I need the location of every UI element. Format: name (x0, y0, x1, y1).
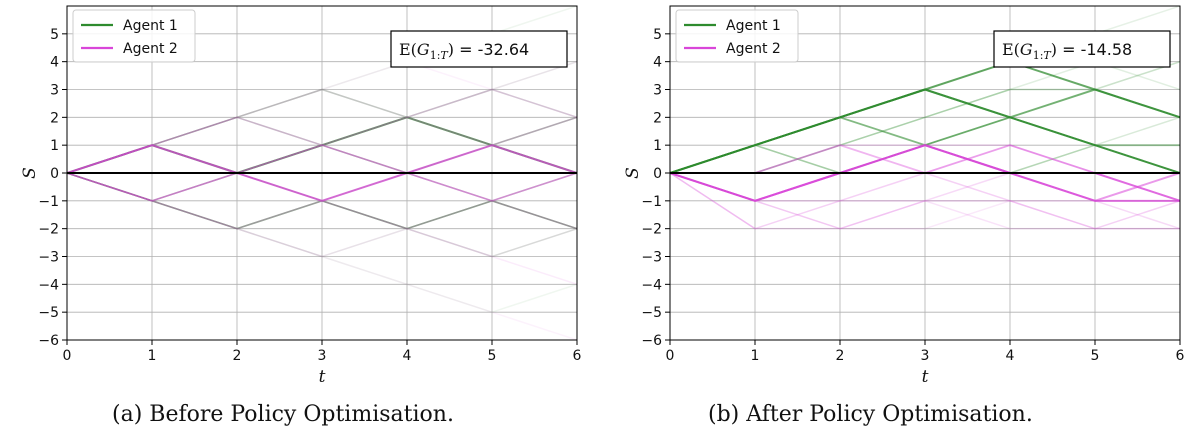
x-tick-label: 1 (148, 348, 157, 364)
expected-return-label: E(G1:T) = -14.58 (1002, 40, 1132, 62)
series-2-line (670, 172, 1180, 230)
series-2-line (670, 172, 1180, 230)
x-tick-label: 2 (836, 348, 845, 364)
x-tick-label: 6 (1176, 348, 1185, 364)
series-2-line (67, 60, 577, 202)
series-2-line (67, 172, 577, 286)
x-axis-label: t (319, 367, 326, 387)
y-tick-label: 4 (653, 55, 662, 71)
x-tick-label: 0 (63, 348, 72, 364)
legend-label-1: Agent 1 (726, 18, 781, 34)
series-2-line (67, 172, 577, 340)
series-1-line (670, 60, 1180, 174)
series-2-line (67, 172, 577, 230)
x-tick-label: 5 (488, 348, 497, 364)
y-tick-label: −5 (38, 305, 59, 321)
series-1-line (67, 144, 577, 202)
legend-label-1: Agent 1 (123, 18, 178, 34)
x-tick-label: 5 (1091, 348, 1100, 364)
y-tick-label: 5 (50, 27, 59, 43)
series-2-line (67, 116, 577, 174)
legend-label-2: Agent 2 (123, 41, 178, 57)
y-tick-label: 3 (50, 83, 59, 99)
y-tick-label: −3 (38, 250, 59, 266)
chart-panel-a: 0 1 2 3 4 5 6 −6 −5 −4 −3 −2 −1 0 1 2 3 4 5 t S Agent 1 Agent … (20, 5, 582, 387)
series-2-line (67, 88, 577, 174)
y-tick-label: −1 (38, 194, 59, 210)
x-tick-label: 4 (403, 348, 412, 364)
y-tick-label: −2 (38, 222, 59, 238)
series-2-line (670, 144, 1180, 202)
expected-return-box (390, 30, 568, 68)
legend-label-2: Agent 2 (726, 41, 781, 57)
series-2-line (67, 172, 577, 230)
series-2-line (67, 144, 577, 202)
y-tick-label: −6 (38, 333, 59, 349)
series-2-line (67, 60, 577, 174)
series-2-line (67, 144, 577, 258)
x-tick-label: 4 (1006, 348, 1015, 364)
series-2-line (67, 116, 577, 174)
y-tick-label: 2 (653, 110, 662, 126)
y-tick-label: −4 (38, 277, 59, 293)
y-tick-label: −6 (641, 333, 662, 349)
series-1-line (67, 60, 577, 202)
caption-b: (b) After Policy Optimisation. (708, 402, 1033, 427)
expected-return-label: E(G1:T) = -32.64 (399, 40, 529, 62)
y-tick-label: 5 (653, 27, 662, 43)
series-1-line (670, 88, 1180, 174)
x-tick-label: 2 (233, 348, 242, 364)
x-tick-label: 0 (666, 348, 675, 364)
series-group (67, 6, 577, 340)
series-2-line (670, 172, 1180, 202)
y-tick-label: −2 (641, 222, 662, 238)
series-2-line (67, 172, 577, 230)
x-tick-label: 3 (921, 348, 930, 364)
x-tick-label: 3 (318, 348, 327, 364)
y-tick-label: −1 (641, 194, 662, 210)
y-tick-label: 1 (50, 138, 59, 154)
y-tick-label: 0 (653, 166, 662, 182)
series-2-line (67, 88, 577, 174)
figure-canvas: 0 1 2 3 4 5 6 −6 −5 −4 −3 −2 −1 0 1 2 3 4 5 t S Agent 1 Agent … (20, 5, 1185, 387)
caption-a: (a) Before Policy Optimisation. (112, 402, 454, 427)
y-axis-label: S (623, 167, 643, 179)
y-tick-label: −5 (641, 305, 662, 321)
series-2-line (670, 172, 1180, 230)
series-1-line (67, 172, 577, 258)
y-tick-label: 3 (653, 83, 662, 99)
expected-return-box (993, 30, 1171, 68)
y-tick-label: 0 (50, 166, 59, 182)
series-1-line (67, 172, 577, 313)
chart-panel-b: 0 1 2 3 4 5 6 −6 −5 −4 −3 −2 −1 0 1 2 3 4 5 t S Agent 1 Agent … (623, 5, 1185, 387)
y-axis-label: S (20, 167, 40, 179)
series-2-line (67, 144, 577, 202)
y-tick-label: 1 (653, 138, 662, 154)
series-group (670, 6, 1180, 230)
y-tick-label: 4 (50, 55, 59, 71)
x-tick-label: 1 (751, 348, 760, 364)
y-tick-label: −4 (641, 277, 662, 293)
y-tick-label: 2 (50, 110, 59, 126)
x-axis-label: t (922, 367, 929, 387)
x-tick-label: 6 (573, 348, 582, 364)
y-tick-label: −3 (641, 250, 662, 266)
